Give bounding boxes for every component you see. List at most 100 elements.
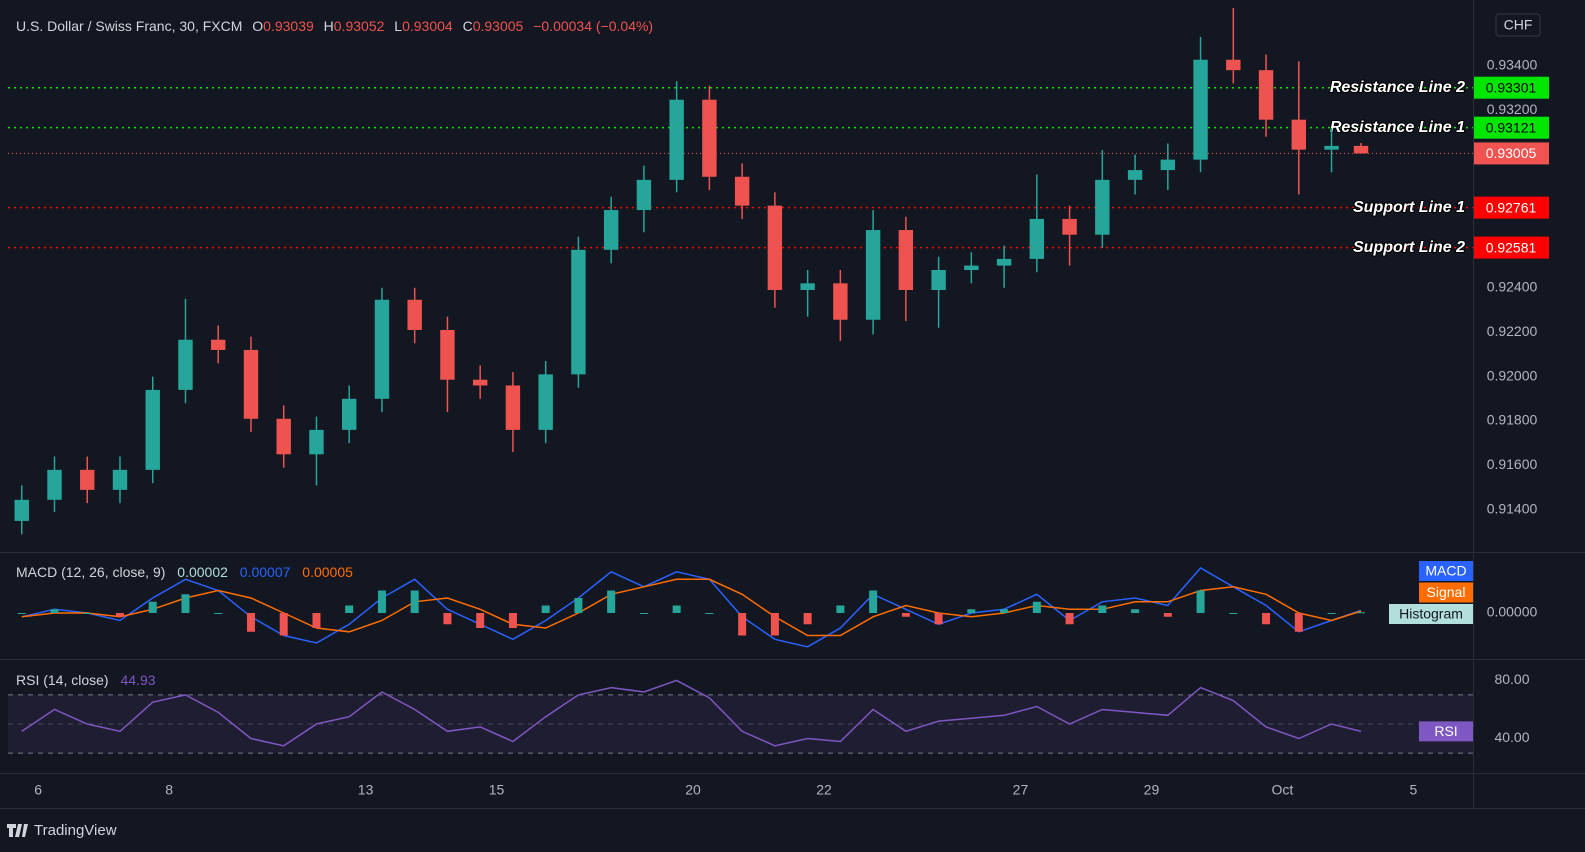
symbol: U.S. Dollar / Swiss Franc, 30, FXCM (16, 18, 242, 34)
legend-label: MACD (1425, 563, 1466, 579)
histogram-bar (312, 613, 321, 628)
x-tick-label: 8 (165, 782, 173, 798)
x-tick-label: 5 (1410, 782, 1418, 798)
x-tick-label: 22 (816, 782, 832, 798)
candle-body (14, 499, 29, 521)
candle-body (538, 374, 553, 430)
histogram-bar (148, 601, 157, 613)
legend-badge (1419, 582, 1473, 603)
y-tick-label: 0.92400 (1487, 278, 1538, 294)
y-tick-label: 0.93200 (1487, 101, 1538, 117)
histogram-bar (836, 605, 845, 613)
candle-body (243, 349, 259, 419)
candle-body (1062, 218, 1077, 235)
legend-label: Histogram (1399, 606, 1463, 622)
y-tick-label: 0.91600 (1487, 456, 1538, 472)
y-tick-label: 40.00 (1494, 729, 1529, 745)
histogram-bar (770, 613, 779, 636)
histogram-value: 0.00002 (177, 564, 228, 580)
histogram-bar (246, 613, 255, 632)
legend-badge (1389, 604, 1473, 624)
y-tick-label: 0.91400 (1487, 501, 1538, 517)
histogram-bar (1000, 609, 1009, 613)
histogram-bar (443, 613, 452, 625)
candle-body (440, 329, 455, 380)
candle-body (734, 176, 750, 206)
candle-body (374, 299, 390, 399)
y-tick-label: 0.91800 (1487, 412, 1538, 428)
candle-body (898, 230, 914, 290)
level-badge (1474, 76, 1549, 99)
y-tick-label: 0.92200 (1487, 323, 1538, 339)
high-value: 0.93052 (334, 18, 385, 34)
last-price-value: 0.93005 (1486, 145, 1537, 161)
candle-body (1029, 218, 1045, 259)
candle-body (80, 469, 95, 490)
signal-value: 0.00005 (302, 564, 353, 580)
legend-badge (1419, 721, 1473, 742)
candle-body (964, 265, 979, 271)
histogram-bar (1098, 605, 1107, 613)
histogram-bar (1357, 612, 1366, 614)
histogram-bar (1229, 613, 1238, 614)
level-name: Resistance Line 1 (1330, 119, 1465, 136)
y-tick-label: 0.92000 (1487, 367, 1538, 383)
y-tick-label: 0.93400 (1487, 56, 1538, 72)
rsi-title: RSI (14, close) (16, 672, 109, 688)
histogram-bar (1163, 613, 1172, 617)
histogram-bar (1065, 613, 1074, 625)
level-badge (1474, 116, 1549, 139)
histogram-bar (574, 598, 583, 613)
series-line (21, 679, 1362, 747)
histogram-bar (607, 590, 616, 613)
candle-body (178, 339, 193, 390)
low-value: 0.93004 (402, 18, 453, 34)
histogram-bar (639, 613, 648, 614)
histogram-bar (672, 605, 681, 613)
histogram-bar (181, 594, 190, 613)
macd-header: MACD (12, 26, close, 9) 0.00002 0.00007 … (16, 564, 353, 580)
brand[interactable]: TradingView (34, 822, 117, 839)
series-line (21, 567, 1362, 648)
candle-body (1258, 70, 1274, 120)
histogram-bar (377, 590, 386, 613)
candle-body (1353, 145, 1369, 154)
candle-body (341, 398, 357, 430)
symbol-header: U.S. Dollar / Swiss Franc, 30, FXCM O 0.9… (16, 18, 653, 34)
candle-body (145, 389, 160, 470)
histogram-bar (967, 609, 976, 613)
macd-title: MACD (12, 26, close, 9) (16, 564, 165, 580)
histogram-bar (1032, 601, 1041, 613)
histogram-bar (50, 609, 59, 613)
candle-body (112, 469, 128, 490)
currency-badge[interactable] (1495, 13, 1541, 37)
candle-body (702, 99, 717, 177)
x-tick-label: 6 (34, 782, 42, 798)
candle-body (603, 210, 619, 250)
candle-body (1193, 59, 1208, 160)
histogram-bar (1327, 613, 1336, 614)
histogram-bar (1294, 613, 1303, 632)
ohlc-label: C (463, 18, 473, 34)
candle-body (1160, 159, 1176, 171)
ohlc-label: L (394, 18, 402, 34)
histogram-bar (1262, 613, 1271, 625)
candle-body (276, 418, 291, 455)
level-badge (1474, 196, 1549, 219)
candle-body (833, 283, 848, 320)
candle-body (1291, 119, 1307, 150)
candle-body (1324, 145, 1339, 150)
histogram-bar (345, 605, 354, 613)
histogram-bar (869, 590, 878, 613)
currency: CHF (1504, 17, 1533, 33)
level-value: 0.92581 (1486, 239, 1537, 255)
candle-body (1095, 179, 1110, 235)
y-tick-label: 0.00000 (1487, 604, 1538, 620)
ohlc-label: O (252, 18, 263, 34)
candle-body (669, 99, 684, 180)
candle-body (636, 179, 652, 211)
histogram-bar (1131, 609, 1140, 613)
level-value: 0.92761 (1486, 199, 1537, 215)
